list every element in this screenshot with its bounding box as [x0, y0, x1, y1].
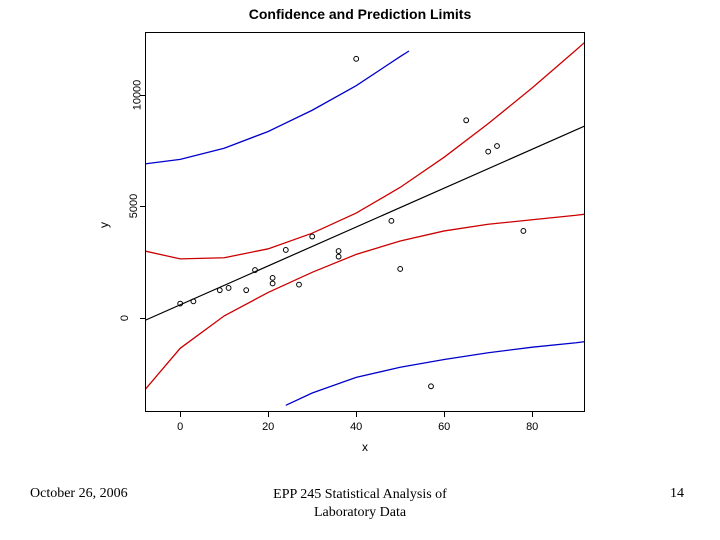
y-tick	[140, 318, 145, 319]
footer-page-number: 14	[670, 486, 684, 502]
y-axis-label: y	[97, 222, 111, 228]
x-tick-label: 60	[438, 421, 450, 433]
confidence-lower	[145, 214, 585, 389]
data-point	[310, 234, 315, 239]
prediction-upper	[145, 51, 409, 164]
x-axis-label: x	[145, 440, 585, 454]
y-tick-label: 5000	[128, 194, 140, 218]
data-point	[226, 286, 231, 291]
data-point	[217, 288, 222, 293]
fit-line	[145, 126, 585, 320]
footer-course-line2: Laboratory Data	[314, 505, 406, 520]
x-tick	[444, 412, 445, 417]
data-point	[429, 384, 434, 389]
data-point	[389, 218, 394, 223]
confidence-upper	[145, 42, 585, 259]
slide-page: { "chart": { "type": "scatter-with-bands…	[0, 0, 720, 540]
data-point	[464, 118, 469, 123]
chart-svg	[145, 32, 585, 412]
footer-course-line1: EPP 245 Statistical Analysis of	[273, 487, 447, 502]
x-tick-label: 40	[350, 421, 362, 433]
x-tick	[356, 412, 357, 417]
data-point	[495, 144, 500, 149]
data-point	[521, 229, 526, 234]
x-tick-label: 0	[177, 421, 183, 433]
plot-frame	[146, 33, 585, 412]
x-tick	[268, 412, 269, 417]
footer-course: EPP 245 Statistical Analysis of Laborato…	[0, 486, 720, 521]
chart-title: Confidence and Prediction Limits	[0, 6, 720, 22]
data-point	[270, 275, 275, 280]
data-point	[398, 267, 403, 272]
x-tick	[180, 412, 181, 417]
data-point	[336, 249, 341, 254]
prediction-lower	[286, 342, 585, 406]
y-tick-label: 0	[119, 315, 131, 321]
data-point	[270, 281, 275, 286]
y-tick-label: 10000	[131, 79, 143, 110]
x-tick	[532, 412, 533, 417]
slide-footer: October 26, 2006 EPP 245 Statistical Ana…	[0, 486, 720, 526]
data-point	[191, 299, 196, 304]
plot-area	[145, 32, 585, 412]
y-tick	[140, 206, 145, 207]
x-tick-label: 80	[526, 421, 538, 433]
data-point	[244, 288, 249, 293]
data-point	[354, 56, 359, 61]
data-point	[297, 282, 302, 287]
data-point	[486, 149, 491, 154]
data-point	[336, 254, 341, 259]
data-point	[283, 248, 288, 253]
x-tick-label: 20	[262, 421, 274, 433]
